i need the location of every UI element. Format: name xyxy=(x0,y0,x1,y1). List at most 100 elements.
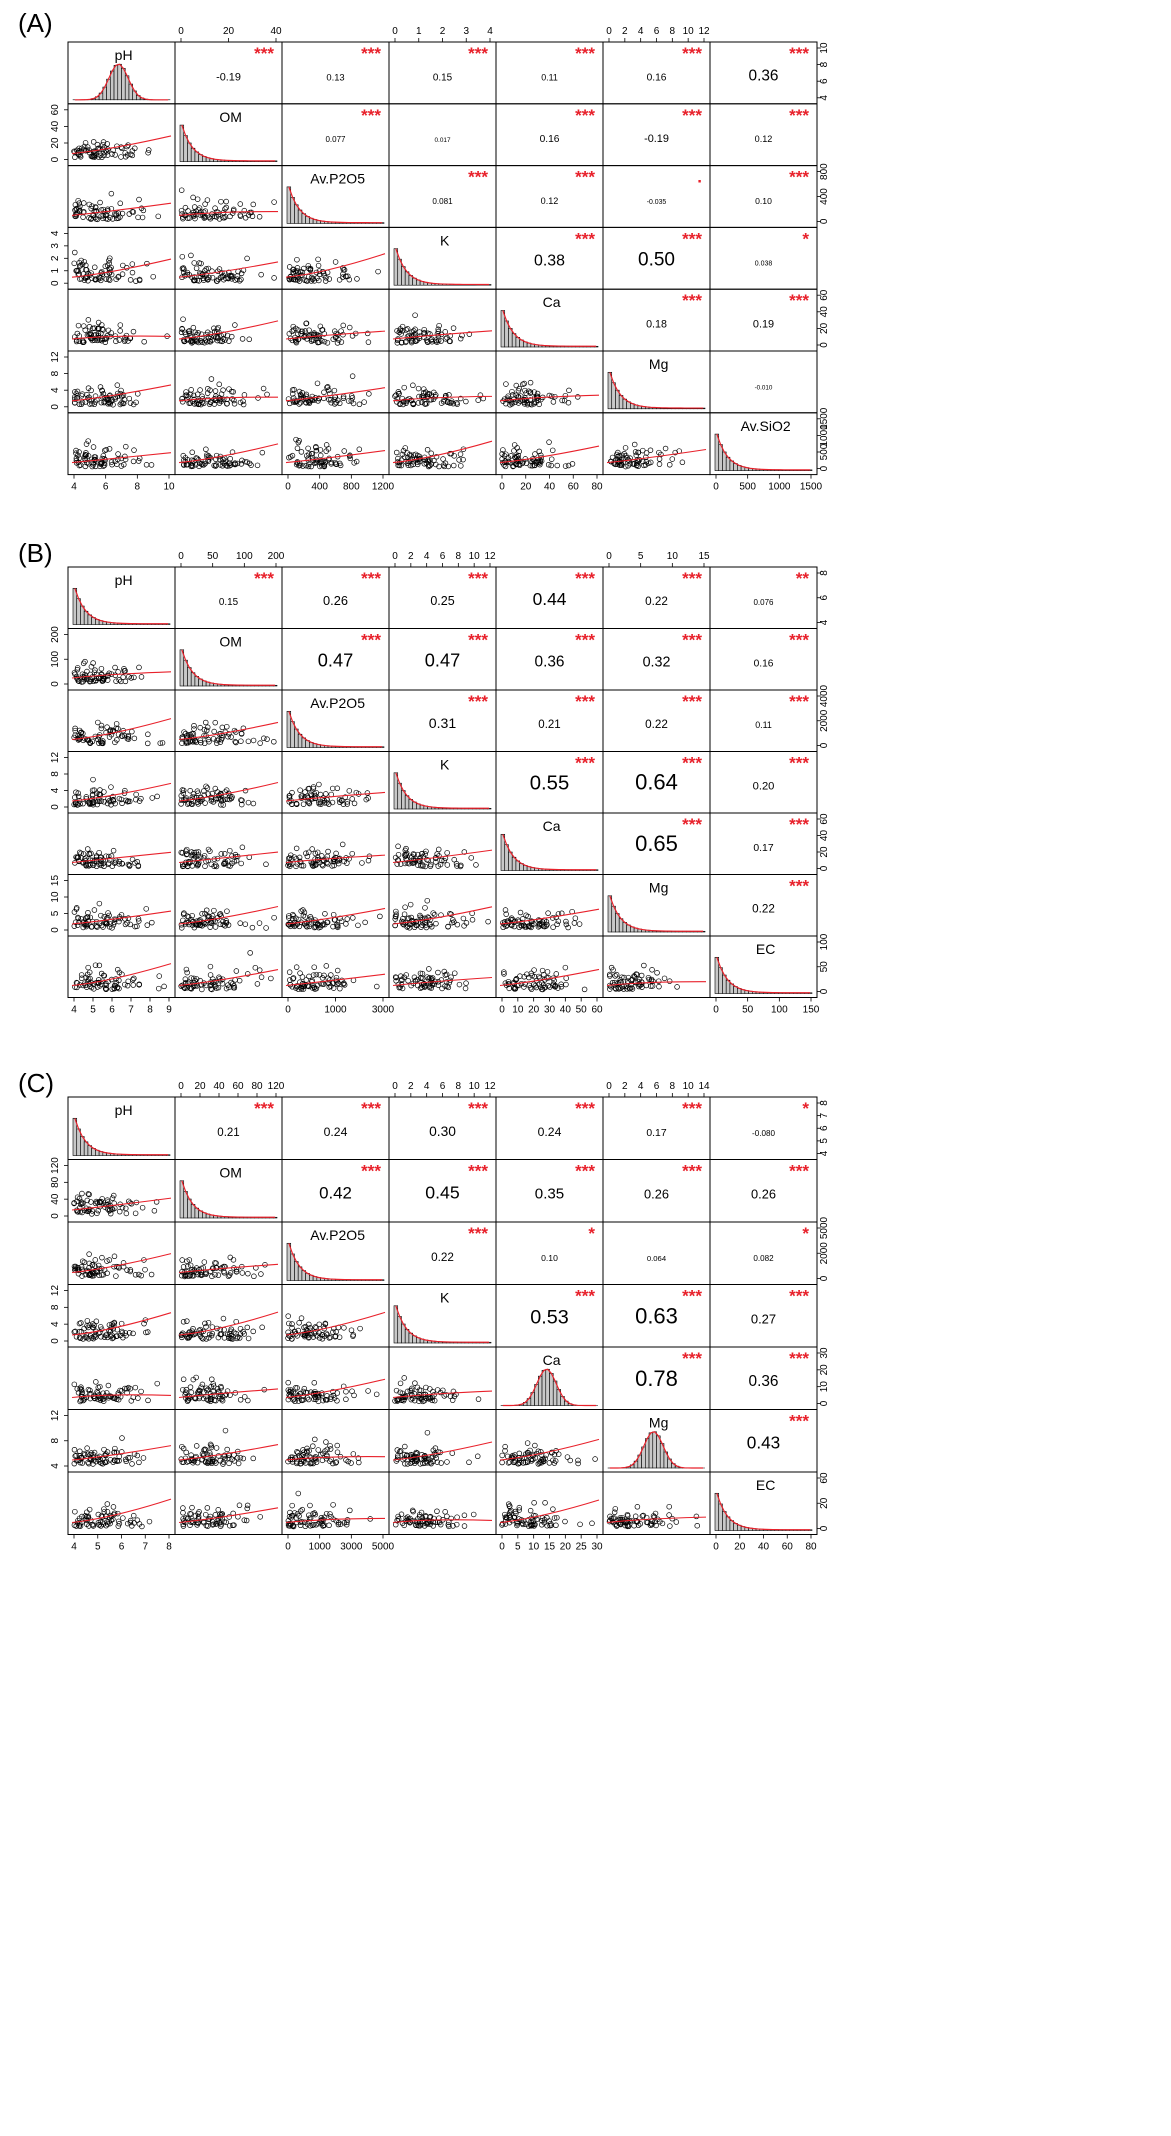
scatter-point xyxy=(156,985,162,992)
diagonal-cell: pH xyxy=(67,566,176,629)
scatter-point xyxy=(239,457,245,464)
scatter-point xyxy=(195,207,202,213)
loess-line xyxy=(71,384,172,402)
scatter-point xyxy=(140,1455,147,1461)
scatter-point xyxy=(199,339,205,345)
bottom-tick-label: 80 xyxy=(591,482,603,493)
scatter-point xyxy=(97,199,103,206)
scatter-point xyxy=(307,914,314,920)
correlation-value: 0.21 xyxy=(538,719,560,731)
scatter-point xyxy=(241,207,248,214)
scatter-point xyxy=(620,459,626,466)
scatter-point xyxy=(84,1445,90,1451)
scatter-point xyxy=(290,266,297,273)
scatter-point xyxy=(303,391,310,398)
scatter-point xyxy=(623,452,629,459)
scatter-cell xyxy=(67,1409,176,1473)
scatter-point xyxy=(223,198,229,205)
scatter-point xyxy=(72,334,78,340)
scatter-point xyxy=(97,275,104,281)
scatter-point xyxy=(554,921,560,928)
bottom-tick-label: 0 xyxy=(713,482,719,493)
scatter-point xyxy=(398,331,404,337)
scatter-point xyxy=(456,457,462,463)
scatter-point xyxy=(415,400,422,406)
left-tick-label: 20 xyxy=(50,137,61,149)
scatter-point xyxy=(130,328,137,335)
top-tick-label: 12 xyxy=(698,26,710,37)
scatter-point xyxy=(394,337,401,344)
scatter-point xyxy=(362,919,368,926)
scatter-point xyxy=(138,205,145,212)
scatter-point xyxy=(613,971,620,978)
scatter-point xyxy=(239,1270,246,1276)
scatter-point xyxy=(438,338,444,344)
scatter-point xyxy=(345,273,351,280)
scatter-point xyxy=(581,986,588,993)
scatter-point xyxy=(254,462,261,469)
scatter-cell xyxy=(174,165,283,228)
scatter-point xyxy=(227,1254,234,1261)
scatter-point xyxy=(115,669,121,675)
scatter-point xyxy=(212,205,218,211)
scatter-point xyxy=(549,447,556,454)
scatter-point xyxy=(347,455,354,462)
scatter-point xyxy=(333,330,339,337)
scatter-point xyxy=(72,671,78,678)
scatter-point xyxy=(466,331,473,337)
top-tick-label: 6 xyxy=(654,26,660,37)
variable-label: Av.P2O5 xyxy=(310,1227,365,1243)
loess-line xyxy=(178,443,279,464)
scatter-point xyxy=(109,151,115,157)
scatter-point xyxy=(296,462,302,469)
scatter-point xyxy=(336,400,343,407)
scatter-point xyxy=(95,330,102,337)
scatter-point xyxy=(485,918,491,925)
scatter-point xyxy=(231,1452,237,1458)
scatter-point xyxy=(533,460,539,466)
significance-stars: *** xyxy=(682,815,702,834)
top-tick-label: 100 xyxy=(236,551,253,562)
left-tick-label: 10 xyxy=(50,891,61,903)
scatter-point xyxy=(242,458,248,465)
scatter-point xyxy=(71,260,77,267)
scatter-point xyxy=(195,401,202,408)
scatter-point xyxy=(82,399,89,405)
scatter-point xyxy=(356,401,363,408)
scatter-point xyxy=(297,787,303,793)
histogram-bar xyxy=(110,70,115,101)
scatter-cell xyxy=(67,103,176,167)
scatter-point xyxy=(123,1205,129,1212)
correlation-value: 0.12 xyxy=(541,196,559,206)
scatter-point xyxy=(454,921,461,928)
significance-stars: *** xyxy=(789,106,809,125)
left-tick-label: 0 xyxy=(50,804,61,810)
bottom-tick-label: 0 xyxy=(285,482,291,493)
scatter-point xyxy=(80,660,87,667)
right-tick-label: 800 xyxy=(819,163,830,180)
scatter-point xyxy=(122,334,128,341)
scatter-point xyxy=(203,446,209,453)
left-tick-label: 4 xyxy=(50,787,61,793)
scatter-point xyxy=(108,271,115,278)
scatter-point xyxy=(632,449,639,455)
scatter-point xyxy=(195,339,202,346)
scatter-point xyxy=(222,214,229,220)
scatter-point xyxy=(562,392,569,399)
scatter-point xyxy=(144,922,151,928)
scatter-point xyxy=(548,393,555,400)
loess-line xyxy=(392,440,493,464)
scatter-point xyxy=(180,337,187,343)
scatter-point xyxy=(113,678,119,684)
scatter-point xyxy=(666,978,673,984)
bottom-tick-label: 50 xyxy=(742,1005,754,1016)
scatter-cell xyxy=(495,935,604,998)
scatter-point xyxy=(445,463,452,470)
scatter-point xyxy=(310,972,317,978)
scatter-point xyxy=(239,336,246,342)
scatter-point xyxy=(103,276,110,282)
scatter-point xyxy=(72,201,79,208)
scatter-point xyxy=(399,328,406,334)
scatter-point xyxy=(122,337,128,343)
correlation-value: -0.035 xyxy=(647,199,667,206)
